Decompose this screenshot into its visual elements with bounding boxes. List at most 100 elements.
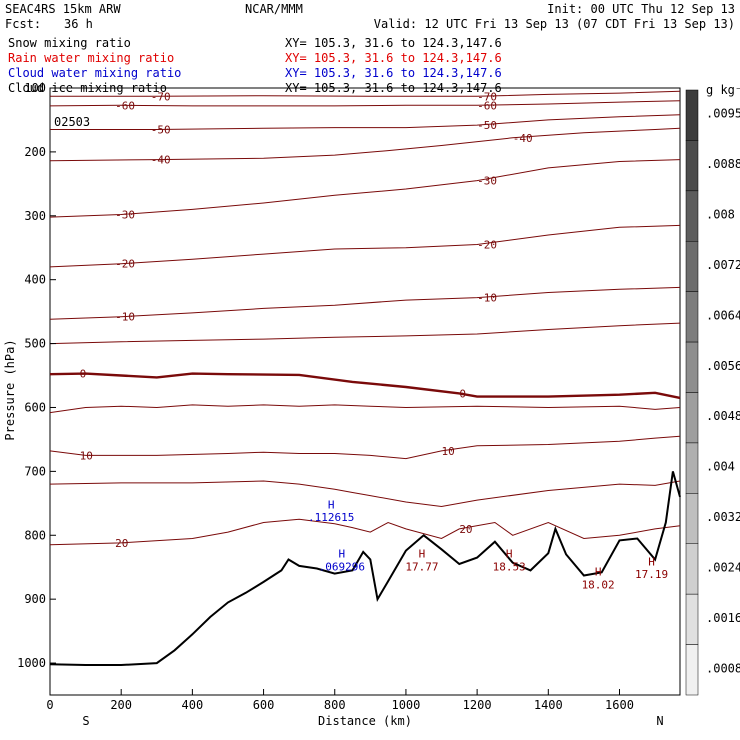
- fcst-label: Fcst:: [5, 17, 41, 31]
- max-annotation: .069296: [319, 560, 365, 573]
- axes: 0 200 400 600 800 1000 1200 1400 160010020030040…: [17, 81, 634, 712]
- colorbar-tick-label: .0095: [706, 107, 740, 121]
- y-axis-label: Pressure (hPa): [3, 339, 17, 440]
- temperature-contour: [49, 372, 681, 400]
- legend-xy: XY= 105.3, 31.6 to 124.3,147.6: [285, 36, 502, 50]
- contour-label: 20: [459, 523, 472, 536]
- org-label: NCAR/MMM: [245, 2, 303, 16]
- temperature-contour: [50, 90, 681, 97]
- contour-label: -40: [513, 132, 533, 145]
- colorbar-swatch: [685, 493, 699, 545]
- temperature-contour: [49, 404, 681, 414]
- terrain: [49, 471, 681, 666]
- init-label: Init: 00 UTC Thu 12 Sep 13: [547, 2, 735, 16]
- contour-label: -40: [151, 154, 171, 167]
- colorbar-tick-label: .0064: [706, 308, 740, 322]
- colorbar-unit: g kg⁻¹: [706, 83, 740, 97]
- colorbar-swatch: [685, 190, 699, 242]
- max-annotation: 17.77: [405, 560, 438, 573]
- x-tick-label: 1000: [391, 698, 420, 712]
- contour-label: -70: [151, 90, 171, 103]
- colorbar-swatch: [685, 291, 699, 343]
- colorbar-tick-label: .0048: [706, 409, 740, 423]
- contour-label: -60: [115, 99, 135, 112]
- colorbar-tick-label: .0032: [706, 510, 740, 524]
- contour-label: -60: [477, 99, 497, 112]
- south-label: S: [82, 714, 89, 728]
- contour-label: -50: [477, 119, 497, 132]
- colorbar-swatch: [685, 140, 699, 192]
- max-annotation: H: [328, 498, 335, 511]
- temperature-contour: [50, 114, 681, 130]
- max-annotation: H: [595, 566, 602, 579]
- colorbar-tick-label: .0056: [706, 359, 740, 373]
- max-annotation: H: [339, 548, 346, 561]
- contour-label: 0: [80, 368, 87, 381]
- colorbar-tick-label: .0008: [706, 661, 740, 675]
- corner-label: 02503: [54, 115, 90, 129]
- contour-label: -20: [477, 239, 497, 252]
- colorbar-swatch: [685, 89, 699, 141]
- x-tick-label: 0: [46, 698, 53, 712]
- x-axis-label: Distance (km): [318, 714, 412, 728]
- fcst-value: 36 h: [64, 17, 93, 31]
- contour-label: -50: [151, 124, 171, 137]
- legend-entry: Snow mixing ratio: [8, 36, 131, 50]
- max-annotation: .112615: [308, 511, 354, 524]
- max-annotation: 18.02: [582, 578, 615, 591]
- contour-label: -20: [115, 258, 135, 271]
- y-tick-label: 500: [24, 337, 46, 351]
- temperature-contour: [49, 518, 681, 546]
- colorbar-swatch: [685, 341, 699, 393]
- contour-label: -30: [115, 209, 135, 222]
- temperature-contour: [49, 322, 681, 345]
- terrain-line: [49, 471, 681, 666]
- legend-xy: XY= 105.3, 31.6 to 124.3,147.6: [285, 66, 502, 80]
- contour-label: 10: [80, 449, 93, 462]
- temperature-contour: [49, 100, 681, 107]
- y-tick-label: 200: [24, 145, 46, 159]
- x-tick-label: 1600: [605, 698, 634, 712]
- x-tick-label: 400: [182, 698, 204, 712]
- temperature-contours: -70 -70-60 -60-50 -50-40-40-30-30-20-20-10-…: [49, 90, 681, 550]
- colorbar-tick-label: .0016: [706, 611, 740, 625]
- colorbar-swatch: [685, 241, 699, 292]
- contour-label: 20: [115, 537, 128, 550]
- max-annotation: 17.19: [635, 568, 668, 581]
- temperature-contour: [49, 286, 681, 320]
- colorbar: .0095 .0088 .008 .0072 .0064 .0056 .0048 .004 .0…: [685, 89, 740, 696]
- colorbar-swatch: [685, 543, 699, 595]
- temperature-contour: [49, 480, 681, 508]
- colorbar-swatch: [685, 442, 699, 494]
- temperature-contour: [49, 159, 681, 218]
- y-tick-label: 700: [24, 464, 46, 478]
- contour-label: -10: [477, 292, 497, 305]
- colorbar-swatch: [685, 392, 699, 444]
- legend-xy: XY= 105.3, 31.6 to 124.3,147.6: [285, 51, 502, 65]
- valid-label: Valid: 12 UTC Fri 13 Sep 13 (07 CDT Fri …: [374, 17, 735, 31]
- max-annotation: H: [419, 548, 426, 561]
- legend-entry: Rain water mixing ratio: [8, 51, 174, 65]
- x-tick-label: 600: [253, 698, 275, 712]
- temperature-contour: [49, 224, 681, 268]
- y-tick-label: 600: [24, 400, 46, 414]
- y-tick-label: 400: [24, 273, 46, 287]
- legend-entry: Cloud water mixing ratio: [8, 66, 181, 80]
- north-label: N: [656, 714, 663, 728]
- plot-frame: [49, 87, 681, 696]
- x-tick-label: 1200: [463, 698, 492, 712]
- y-tick-label: 900: [24, 592, 46, 606]
- legend: Snow mixing ratio XY= 105.3, 31.6 to 124.…: [8, 36, 502, 95]
- y-tick-label: 300: [24, 209, 46, 223]
- contour-label: -30: [477, 175, 497, 188]
- max-annotation: 18.53: [493, 560, 526, 573]
- colorbar-tick-label: .0072: [706, 258, 740, 272]
- x-tick-label: 800: [324, 698, 346, 712]
- y-tick-label: 1000: [17, 656, 46, 670]
- contour-label: 0: [459, 387, 466, 400]
- contour-label: -10: [115, 311, 135, 324]
- max-annotation: H: [506, 548, 513, 561]
- colorbar-swatch: [685, 644, 699, 696]
